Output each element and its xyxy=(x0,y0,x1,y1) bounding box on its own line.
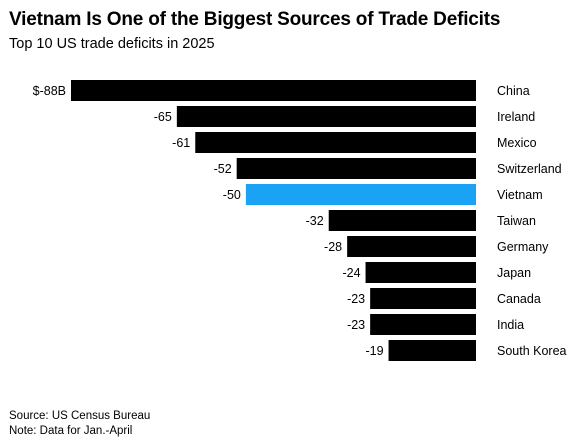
value-label-ireland: -65 xyxy=(154,110,172,124)
category-label-india: India xyxy=(497,318,524,332)
category-label-vietnam: Vietnam xyxy=(497,188,543,202)
category-label-china: China xyxy=(497,84,530,98)
category-label-germany: Germany xyxy=(497,240,549,254)
bar-chart: $-88B China -65 Ireland -61 Mexico -52 Switzerl… xyxy=(33,80,567,361)
bar-ireland xyxy=(176,106,476,127)
chart-title: Vietnam Is One of the Biggest Sources of… xyxy=(9,9,501,30)
category-label-switzerland: Switzerland xyxy=(497,162,562,176)
bar-taiwan xyxy=(328,210,476,231)
value-label-canada: -23 xyxy=(347,292,365,306)
bar-switzerland xyxy=(236,158,476,179)
bar-canada xyxy=(370,288,476,309)
value-label-taiwan: -32 xyxy=(306,214,324,228)
value-label-india: -23 xyxy=(347,318,365,332)
bar-south-korea xyxy=(388,340,476,361)
value-label-germany: -28 xyxy=(324,240,342,254)
value-label-mexico: -61 xyxy=(172,136,190,150)
value-label-switzerland: -52 xyxy=(214,162,232,176)
value-label-south-korea: -19 xyxy=(365,344,383,358)
category-label-ireland: Ireland xyxy=(497,110,535,124)
category-label-mexico: Mexico xyxy=(497,136,537,150)
source-note: Source: US Census Bureau xyxy=(9,410,151,422)
category-label-japan: Japan xyxy=(497,266,531,280)
bar-mexico xyxy=(195,132,477,153)
value-label-japan: -24 xyxy=(342,266,360,280)
category-label-taiwan: Taiwan xyxy=(497,214,536,228)
bar-china xyxy=(71,80,476,101)
value-label-vietnam: -50 xyxy=(223,188,241,202)
bar-india xyxy=(370,314,476,335)
data-note: Note: Data for Jan.-April xyxy=(9,425,133,437)
category-label-south-korea: South Korea xyxy=(497,344,567,358)
category-label-canada: Canada xyxy=(497,292,541,306)
bar-vietnam xyxy=(245,184,476,205)
value-label-china: $-88B xyxy=(33,84,66,98)
bar-germany xyxy=(347,236,476,257)
bar-japan xyxy=(365,262,476,283)
chart-subtitle: Top 10 US trade deficits in 2025 xyxy=(9,36,215,52)
